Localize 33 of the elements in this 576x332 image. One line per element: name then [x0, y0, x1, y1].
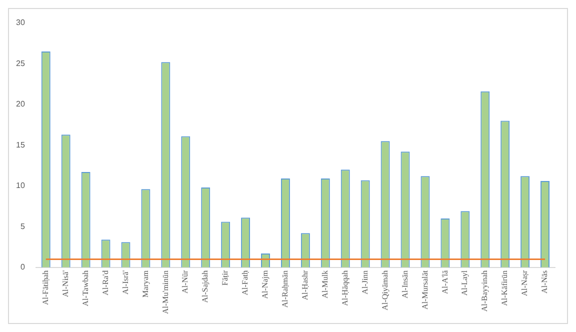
x-tick-label: Al-Kāfirūn	[500, 270, 510, 306]
x-tick-label: Al-Layl	[460, 270, 470, 296]
x-tick-label: Al-Sajdah	[200, 270, 210, 303]
x-tick-label: Al-Nūr	[180, 270, 190, 294]
x-tick-label: Al-A'lā	[440, 270, 450, 294]
y-tick-label: 30	[16, 18, 26, 28]
x-tick-label: Al-Mu'minūn	[160, 270, 170, 314]
x-tick-label: Al-Bayyinah	[480, 270, 490, 312]
y-tick-label: 5	[20, 222, 26, 231]
x-tick-label: Al-Fātiḥah	[40, 270, 50, 306]
x-tick-label: Fāṭir	[220, 270, 230, 286]
x-tick-label: Al-Insān	[400, 270, 410, 298]
x-tick-label: Al-Fatḥ	[240, 270, 250, 296]
x-tick-label: Al-Nās	[540, 270, 550, 294]
x-tick-label: Al-Ḥashr	[300, 270, 310, 300]
x-tick-label: Al-Qiyāmah	[380, 270, 390, 310]
x-tick-label: Al-Ḥāqqah	[340, 270, 350, 306]
x-tick-label: Al-Nisā'	[60, 270, 70, 298]
x-tick-label: Al-Mursalāt	[420, 270, 430, 310]
x-tick-label: Maryam	[140, 270, 150, 298]
x-tick-label: Al-Isrā'	[120, 270, 130, 294]
y-tick-label: 25	[16, 58, 26, 68]
x-tick-label: Al-Naṣr	[520, 270, 530, 296]
x-tick-label: Al-Raḥmān	[280, 270, 290, 308]
x-tick-label: Al-Ra'd	[100, 270, 110, 296]
x-tick-label: Al-Mulk	[320, 270, 330, 298]
y-tick-label: 15	[16, 140, 26, 150]
x-tick-label: Al-Jinn	[360, 270, 370, 294]
y-tick-label: 10	[16, 181, 26, 190]
x-tick-label: Al-Tawbah	[80, 270, 90, 306]
y-tick-label: 20	[16, 100, 26, 109]
y-tick-label: 0	[20, 262, 26, 272]
x-tick-label: Al-Najm	[260, 270, 270, 299]
